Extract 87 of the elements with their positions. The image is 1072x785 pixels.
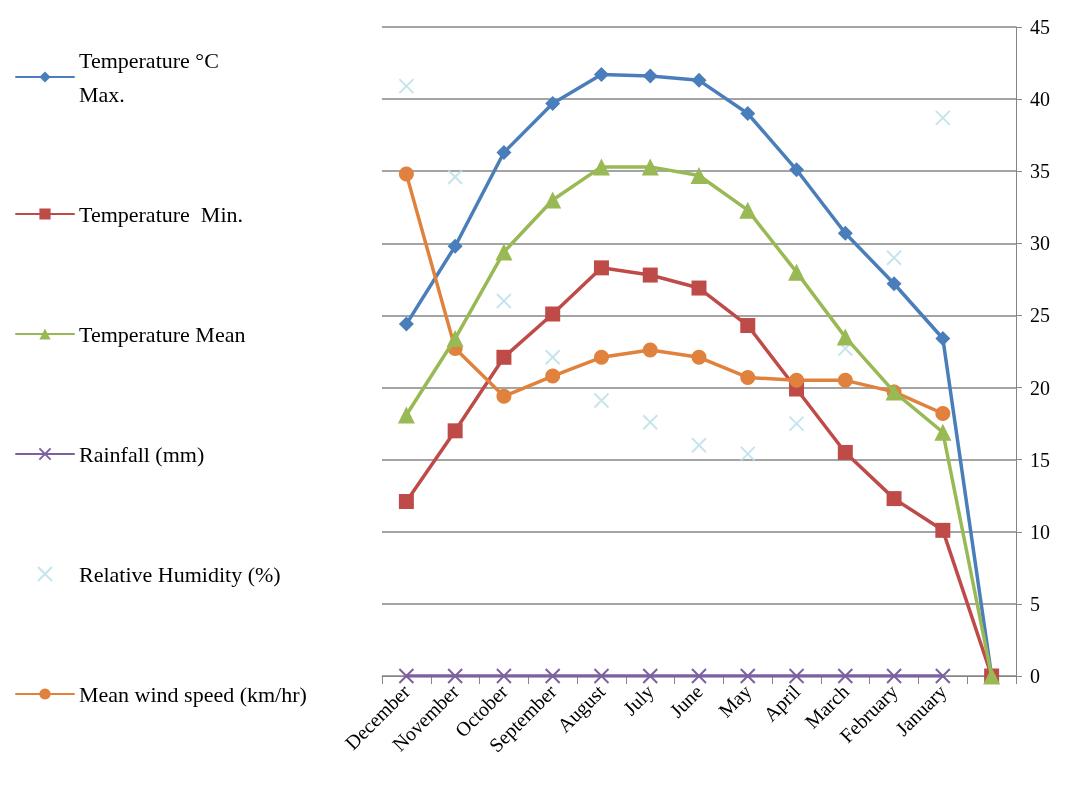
point <box>886 276 902 292</box>
point <box>934 668 951 684</box>
point <box>837 340 854 357</box>
legend-label: Temperature Min. <box>79 201 244 227</box>
point <box>789 372 805 388</box>
point <box>545 368 561 384</box>
point <box>495 243 513 261</box>
point <box>739 445 756 462</box>
point <box>642 414 659 431</box>
point <box>935 406 951 422</box>
point <box>886 491 902 507</box>
y-tick-label: 25 <box>1030 304 1050 327</box>
x-tick-label: May <box>714 680 757 723</box>
point <box>691 668 707 684</box>
point <box>398 78 415 95</box>
point <box>593 668 610 684</box>
point <box>886 668 903 684</box>
point <box>642 267 658 283</box>
point <box>837 225 853 241</box>
point <box>837 372 853 388</box>
point <box>691 349 707 365</box>
point <box>788 415 805 432</box>
point <box>495 668 512 684</box>
point <box>642 668 659 684</box>
point <box>593 67 609 83</box>
y-tick-label: 30 <box>1030 232 1050 255</box>
point <box>398 668 415 684</box>
point <box>691 72 707 88</box>
legend-label: Rainfall (mm) <box>79 441 205 467</box>
point <box>740 106 756 122</box>
y-tick-label: 15 <box>1030 448 1050 471</box>
point <box>545 306 561 322</box>
point <box>544 191 562 209</box>
point <box>837 444 853 460</box>
point <box>641 158 659 176</box>
point <box>934 423 952 441</box>
point <box>398 493 414 509</box>
point <box>496 144 512 160</box>
point <box>934 109 951 126</box>
point <box>593 349 609 365</box>
point <box>836 328 854 346</box>
point <box>642 68 658 84</box>
y-tick-label: 0 <box>1030 665 1040 687</box>
legend-label: Mean wind speed (km/hr) <box>79 681 307 707</box>
point <box>544 668 561 684</box>
point <box>496 388 512 404</box>
point <box>545 95 561 111</box>
point <box>447 238 463 254</box>
point <box>544 349 561 366</box>
point <box>935 331 951 347</box>
point <box>788 668 805 684</box>
y-tick-label: 10 <box>1030 520 1050 543</box>
point <box>740 369 756 385</box>
point <box>593 260 609 276</box>
point <box>739 201 757 219</box>
y-tick-label: 45 <box>1030 16 1050 38</box>
point <box>886 249 903 266</box>
point <box>593 392 610 409</box>
point <box>397 406 415 424</box>
point <box>642 342 658 358</box>
legend-label: Relative Humidity (%) <box>79 561 281 587</box>
point <box>446 330 464 348</box>
point <box>691 280 707 296</box>
point <box>496 349 512 365</box>
point <box>495 293 512 310</box>
point <box>788 263 806 281</box>
legend-label: Temperature °C Max. <box>79 47 219 107</box>
point <box>447 668 464 684</box>
y-tick-label: 35 <box>1030 160 1050 183</box>
point <box>740 318 756 334</box>
point <box>447 168 464 185</box>
point <box>789 162 805 178</box>
point <box>935 522 951 538</box>
y-tick-label: 5 <box>1030 592 1040 615</box>
y-tick-label: 20 <box>1030 376 1050 399</box>
point <box>691 437 707 454</box>
legend-label: Temperature Mean <box>79 321 246 347</box>
point <box>398 316 414 332</box>
point <box>690 167 708 185</box>
x-tick-label: June <box>665 680 707 722</box>
point <box>592 158 610 176</box>
point <box>398 166 414 182</box>
point <box>739 668 756 684</box>
point <box>447 423 463 439</box>
point <box>837 668 854 684</box>
y-tick-label: 40 <box>1030 88 1050 111</box>
x-tick-label: July <box>618 680 659 721</box>
